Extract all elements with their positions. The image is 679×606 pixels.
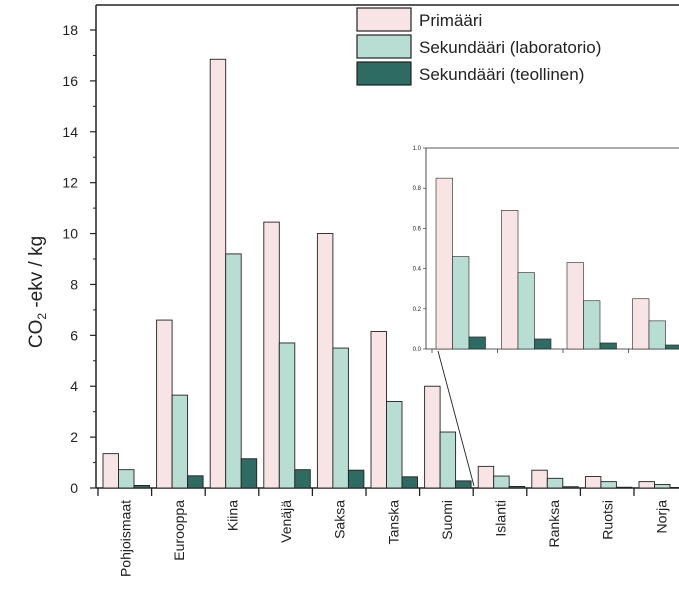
- bar: [156, 319, 173, 489]
- bar: [584, 476, 602, 489]
- bar: [118, 469, 135, 489]
- inset-plot: 0.0 0.2 0.4 0.6 0.8 1.0: [413, 146, 679, 487]
- bar: [424, 385, 441, 489]
- bar: [493, 475, 510, 489]
- inset-bar: [435, 177, 453, 350]
- main-plot: 0 2 4 6 8 10 12 14 16 18 Pohjoismaat Eurooppa Kiina V…: [62, 4, 679, 577]
- bar: [278, 342, 296, 489]
- legend-swatch: [356, 7, 412, 32]
- bar: [638, 481, 655, 489]
- category-label: Ruotsi: [600, 500, 616, 540]
- inset-bar: [517, 272, 535, 350]
- y-tick-label: 4: [70, 378, 78, 394]
- legend-swatch: [356, 34, 412, 59]
- category-label: Norja: [653, 500, 669, 534]
- category-label: Eurooppa: [171, 500, 187, 561]
- inset-bar: [665, 344, 679, 350]
- y-tick-label: 2: [70, 429, 78, 445]
- legend-label: Primääri: [419, 11, 482, 30]
- y-tick-label: 6: [70, 327, 78, 343]
- bar: [263, 221, 280, 489]
- y-tick-label: 14: [62, 124, 78, 140]
- bar: [401, 476, 418, 489]
- inset-bar: [468, 336, 486, 350]
- bar: [133, 485, 150, 489]
- bar: [171, 394, 189, 489]
- bar: [615, 486, 633, 489]
- bar: [508, 486, 526, 489]
- category-label: Saksa: [332, 500, 348, 539]
- y-axis-label-main: CO: [26, 320, 47, 349]
- bar: [294, 469, 311, 489]
- inset-connector-line: [437, 350, 475, 487]
- inset-y-tick-label: 1.0: [413, 146, 422, 152]
- category-label: Venäjä: [278, 500, 294, 543]
- y-tick-label: 10: [62, 226, 78, 242]
- y-tick-label: 12: [62, 175, 78, 191]
- bar: [546, 477, 564, 489]
- inset-bar: [648, 320, 666, 350]
- inset-y-tick-label: 0.2: [413, 307, 422, 313]
- y-axis-label-sub: 2: [35, 313, 49, 320]
- bar: [370, 331, 387, 489]
- bar: [669, 487, 679, 489]
- inset-y-tick-label: 0.8: [413, 186, 422, 192]
- inset-bar: [566, 262, 584, 350]
- bar: [531, 469, 548, 489]
- bar: [316, 233, 334, 489]
- bar: [240, 458, 258, 489]
- legend-label: Sekundääri (laboratorio): [419, 38, 601, 57]
- inset-bar: [583, 300, 601, 350]
- legend: Primääri Sekundääri (laboratorio) Sekundää…: [356, 7, 601, 86]
- inset-bar: [501, 210, 519, 350]
- category-label: Tanska: [385, 500, 401, 545]
- y-axis-label: CO2 -ekv / kg: [26, 236, 49, 348]
- bar: [225, 253, 242, 489]
- bar: [187, 475, 204, 489]
- bar: [455, 480, 472, 489]
- y-tick-label: 18: [62, 22, 78, 38]
- y-axis-label-rest: -ekv / kg: [26, 236, 47, 313]
- bar: [347, 469, 365, 489]
- y-tick-label: 0: [70, 480, 78, 496]
- category-label: Suomi: [439, 500, 455, 540]
- x-ticks: [97, 488, 635, 496]
- bar: [600, 481, 617, 489]
- category-label: Ranksa: [546, 500, 562, 548]
- category-label: Islanti: [492, 500, 508, 537]
- inset-y-tick-label: 0.0: [413, 347, 422, 353]
- legend-swatch: [356, 61, 412, 86]
- svg-text:CO2 -ekv / kg: CO2 -ekv / kg: [26, 236, 49, 348]
- inset-bar: [632, 298, 650, 350]
- bar: [386, 401, 403, 489]
- bar: [332, 347, 349, 489]
- bar: [654, 483, 671, 489]
- category-label: Pohjoismaat: [117, 500, 133, 577]
- bar: [209, 58, 227, 489]
- y-tick-label: 8: [70, 276, 78, 292]
- inset-y-tick-label: 0.4: [413, 267, 422, 273]
- bar: [562, 486, 579, 489]
- inset-bar: [599, 342, 617, 350]
- inset-y-tick-label: 0.6: [413, 226, 422, 232]
- category-label: Kiina: [224, 500, 240, 531]
- inset-bar: [452, 256, 470, 350]
- legend-label: Sekundääri (teollinen): [419, 65, 584, 84]
- y-tick-label: 16: [62, 73, 78, 89]
- inset-bar: [534, 338, 552, 350]
- bar: [102, 453, 119, 489]
- bar: [439, 431, 457, 489]
- bar: [477, 465, 495, 489]
